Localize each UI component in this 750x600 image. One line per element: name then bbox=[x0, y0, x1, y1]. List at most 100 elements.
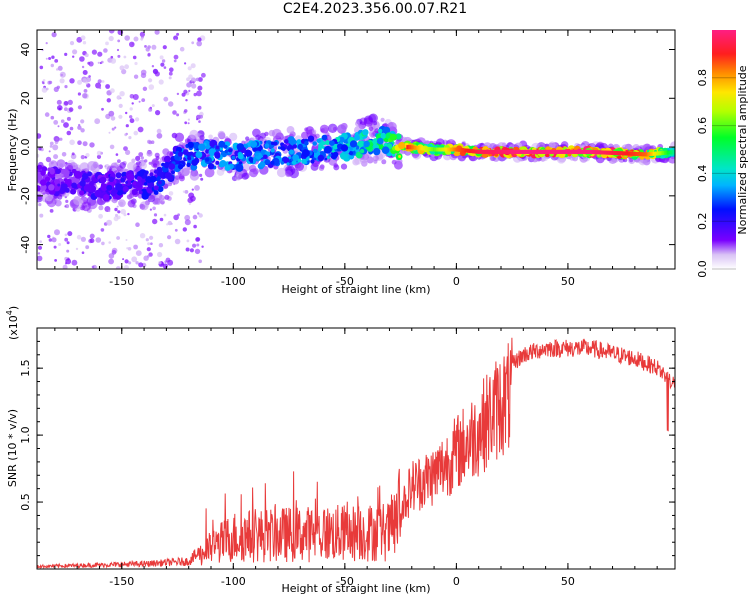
spectrogram-line-mark bbox=[507, 149, 511, 154]
spectrogram-halo-mark bbox=[181, 168, 190, 177]
spectrogram-noise-mark bbox=[170, 222, 173, 225]
spectrogram-noise-mark bbox=[158, 261, 162, 265]
spectrogram-ridge-mark bbox=[398, 155, 402, 158]
spectrogram-noise-mark bbox=[197, 37, 202, 42]
spectrogram-line-mark bbox=[418, 146, 422, 151]
spectrogram-line-mark bbox=[485, 149, 489, 154]
spectrogram-noise-mark bbox=[169, 67, 174, 72]
x-tick-label: -100 bbox=[221, 275, 246, 288]
spectrogram-ridge-mark bbox=[316, 138, 321, 143]
x-tick-label: -50 bbox=[336, 575, 354, 588]
spectrogram-line-mark bbox=[510, 149, 514, 154]
spectrogram-noise-mark bbox=[196, 118, 199, 121]
spectrogram-noise-mark bbox=[117, 39, 121, 43]
spectrogram-noise-mark bbox=[66, 241, 70, 245]
spectrogram-noise-mark bbox=[105, 41, 109, 46]
spectrogram-noise-mark bbox=[186, 82, 192, 88]
spectrogram-halo-mark bbox=[252, 128, 261, 138]
spectrogram-noise-mark bbox=[164, 194, 170, 200]
spectrogram-ridge-mark bbox=[321, 134, 328, 141]
spectrogram-noise-mark bbox=[116, 215, 121, 220]
spectrogram-line-mark bbox=[492, 149, 496, 154]
spectrogram-noise-mark bbox=[50, 63, 54, 68]
spectrogram-ridge-mark bbox=[362, 129, 369, 136]
spectrogram-noise-mark bbox=[147, 242, 151, 246]
spectrogram-ridge-mark bbox=[338, 136, 345, 143]
spectrogram-ridge-mark bbox=[198, 143, 206, 151]
spectrogram-line-mark bbox=[559, 149, 563, 154]
spectrogram-halo-mark bbox=[252, 168, 259, 175]
spectrogram-noise-mark bbox=[71, 152, 75, 156]
spectrogram-noise-mark bbox=[72, 49, 78, 55]
spectrogram-noise-mark bbox=[129, 107, 133, 111]
spectrogram-halo-mark bbox=[153, 163, 158, 168]
spectrogram-noise-mark bbox=[77, 140, 82, 145]
spectrogram-halo-mark bbox=[391, 159, 397, 165]
spectrogram-halo-mark bbox=[333, 164, 340, 171]
spectrogram-ridge-mark bbox=[79, 180, 86, 187]
svg-text:(x104): (x104) bbox=[5, 306, 20, 340]
spectrogram-noise-mark bbox=[159, 55, 164, 60]
spectrogram-noise-mark bbox=[48, 80, 53, 85]
spectrogram-noise-mark bbox=[135, 250, 142, 256]
spectrogram-line-mark bbox=[431, 147, 435, 152]
spectrogram-noise-mark bbox=[132, 55, 137, 60]
spectrogram-noise-mark bbox=[76, 36, 83, 43]
spectrogram-halo-mark bbox=[271, 128, 282, 139]
spectrogram-noise-mark bbox=[64, 52, 68, 57]
spectrogram-noise-mark bbox=[69, 126, 74, 131]
spectrogram-noise-mark bbox=[45, 57, 48, 60]
spectrogram-ridge-mark bbox=[297, 143, 303, 150]
spectrogram-noise-mark bbox=[84, 53, 89, 58]
spectrogram-halo-mark bbox=[217, 130, 226, 139]
spectrogram-halo-mark bbox=[127, 161, 137, 171]
spectrogram-halo-mark bbox=[118, 199, 126, 208]
spectrogram-noise-mark bbox=[184, 190, 189, 194]
spectrogram-line-mark bbox=[540, 149, 544, 154]
spectrogram-noise-mark bbox=[124, 259, 129, 264]
spectrogram-halo-mark bbox=[54, 199, 62, 207]
spectrogram-noise-mark bbox=[47, 234, 51, 239]
spectrogram-ridge-mark bbox=[100, 183, 108, 191]
spectrogram-noise-mark bbox=[127, 212, 130, 216]
spectrogram-noise-mark bbox=[191, 83, 197, 89]
spectrogram-noise-mark bbox=[195, 77, 200, 82]
spectrogram-ridge-mark bbox=[157, 180, 162, 185]
spectrogram-noise-mark bbox=[69, 139, 75, 146]
spectrogram-noise-mark bbox=[106, 98, 112, 103]
spectrogram-ridge-mark bbox=[312, 141, 318, 146]
spectrogram-line-mark bbox=[564, 149, 567, 154]
spectrogram-ridge-mark bbox=[89, 181, 95, 186]
spectrogram-ridge-mark bbox=[313, 148, 318, 154]
spectrogram-noise-mark bbox=[63, 122, 69, 128]
spectrogram-ridge-mark bbox=[103, 194, 110, 201]
spectrogram-noise-mark bbox=[81, 65, 85, 69]
spectrogram-ridge-mark bbox=[115, 183, 123, 191]
spectrogram-line-mark bbox=[462, 148, 466, 153]
spectrogram-noise-mark bbox=[101, 80, 105, 83]
spectrogram-line-mark bbox=[454, 147, 458, 152]
spectrogram-noise-mark bbox=[115, 153, 119, 156]
chart-title: C2E4.2023.356.00.07.R21 bbox=[282, 1, 468, 17]
spectrogram-noise-mark bbox=[99, 86, 102, 90]
spectrogram-line-mark bbox=[465, 148, 469, 153]
spectrogram-noise-mark bbox=[108, 30, 115, 34]
spectrogram-ridge-mark bbox=[263, 154, 268, 160]
spectrogram-line-mark bbox=[579, 149, 583, 154]
spectrogram-noise-mark bbox=[193, 224, 197, 229]
spectrogram-noise-mark bbox=[81, 251, 85, 254]
spectrogram-noise-mark bbox=[148, 107, 153, 112]
spectrogram-ridge-mark bbox=[126, 173, 135, 182]
spectrogram-ridge-mark bbox=[82, 173, 89, 180]
x-tick-label: 0 bbox=[453, 275, 460, 288]
spectrogram-noise-mark bbox=[190, 77, 197, 83]
spectrogram-halo-mark bbox=[241, 172, 249, 180]
spectrogram-ridge-mark bbox=[381, 146, 390, 154]
spectrogram-ridge-mark bbox=[106, 184, 113, 191]
y-tick-label: 40 bbox=[19, 43, 32, 57]
spectrogram-line-mark bbox=[471, 149, 475, 154]
spectrogram-noise-mark bbox=[173, 214, 179, 221]
spectrogram-noise-mark bbox=[104, 165, 107, 168]
spectrogram-line-mark bbox=[584, 149, 588, 154]
spectrogram-noise-mark bbox=[39, 65, 44, 70]
